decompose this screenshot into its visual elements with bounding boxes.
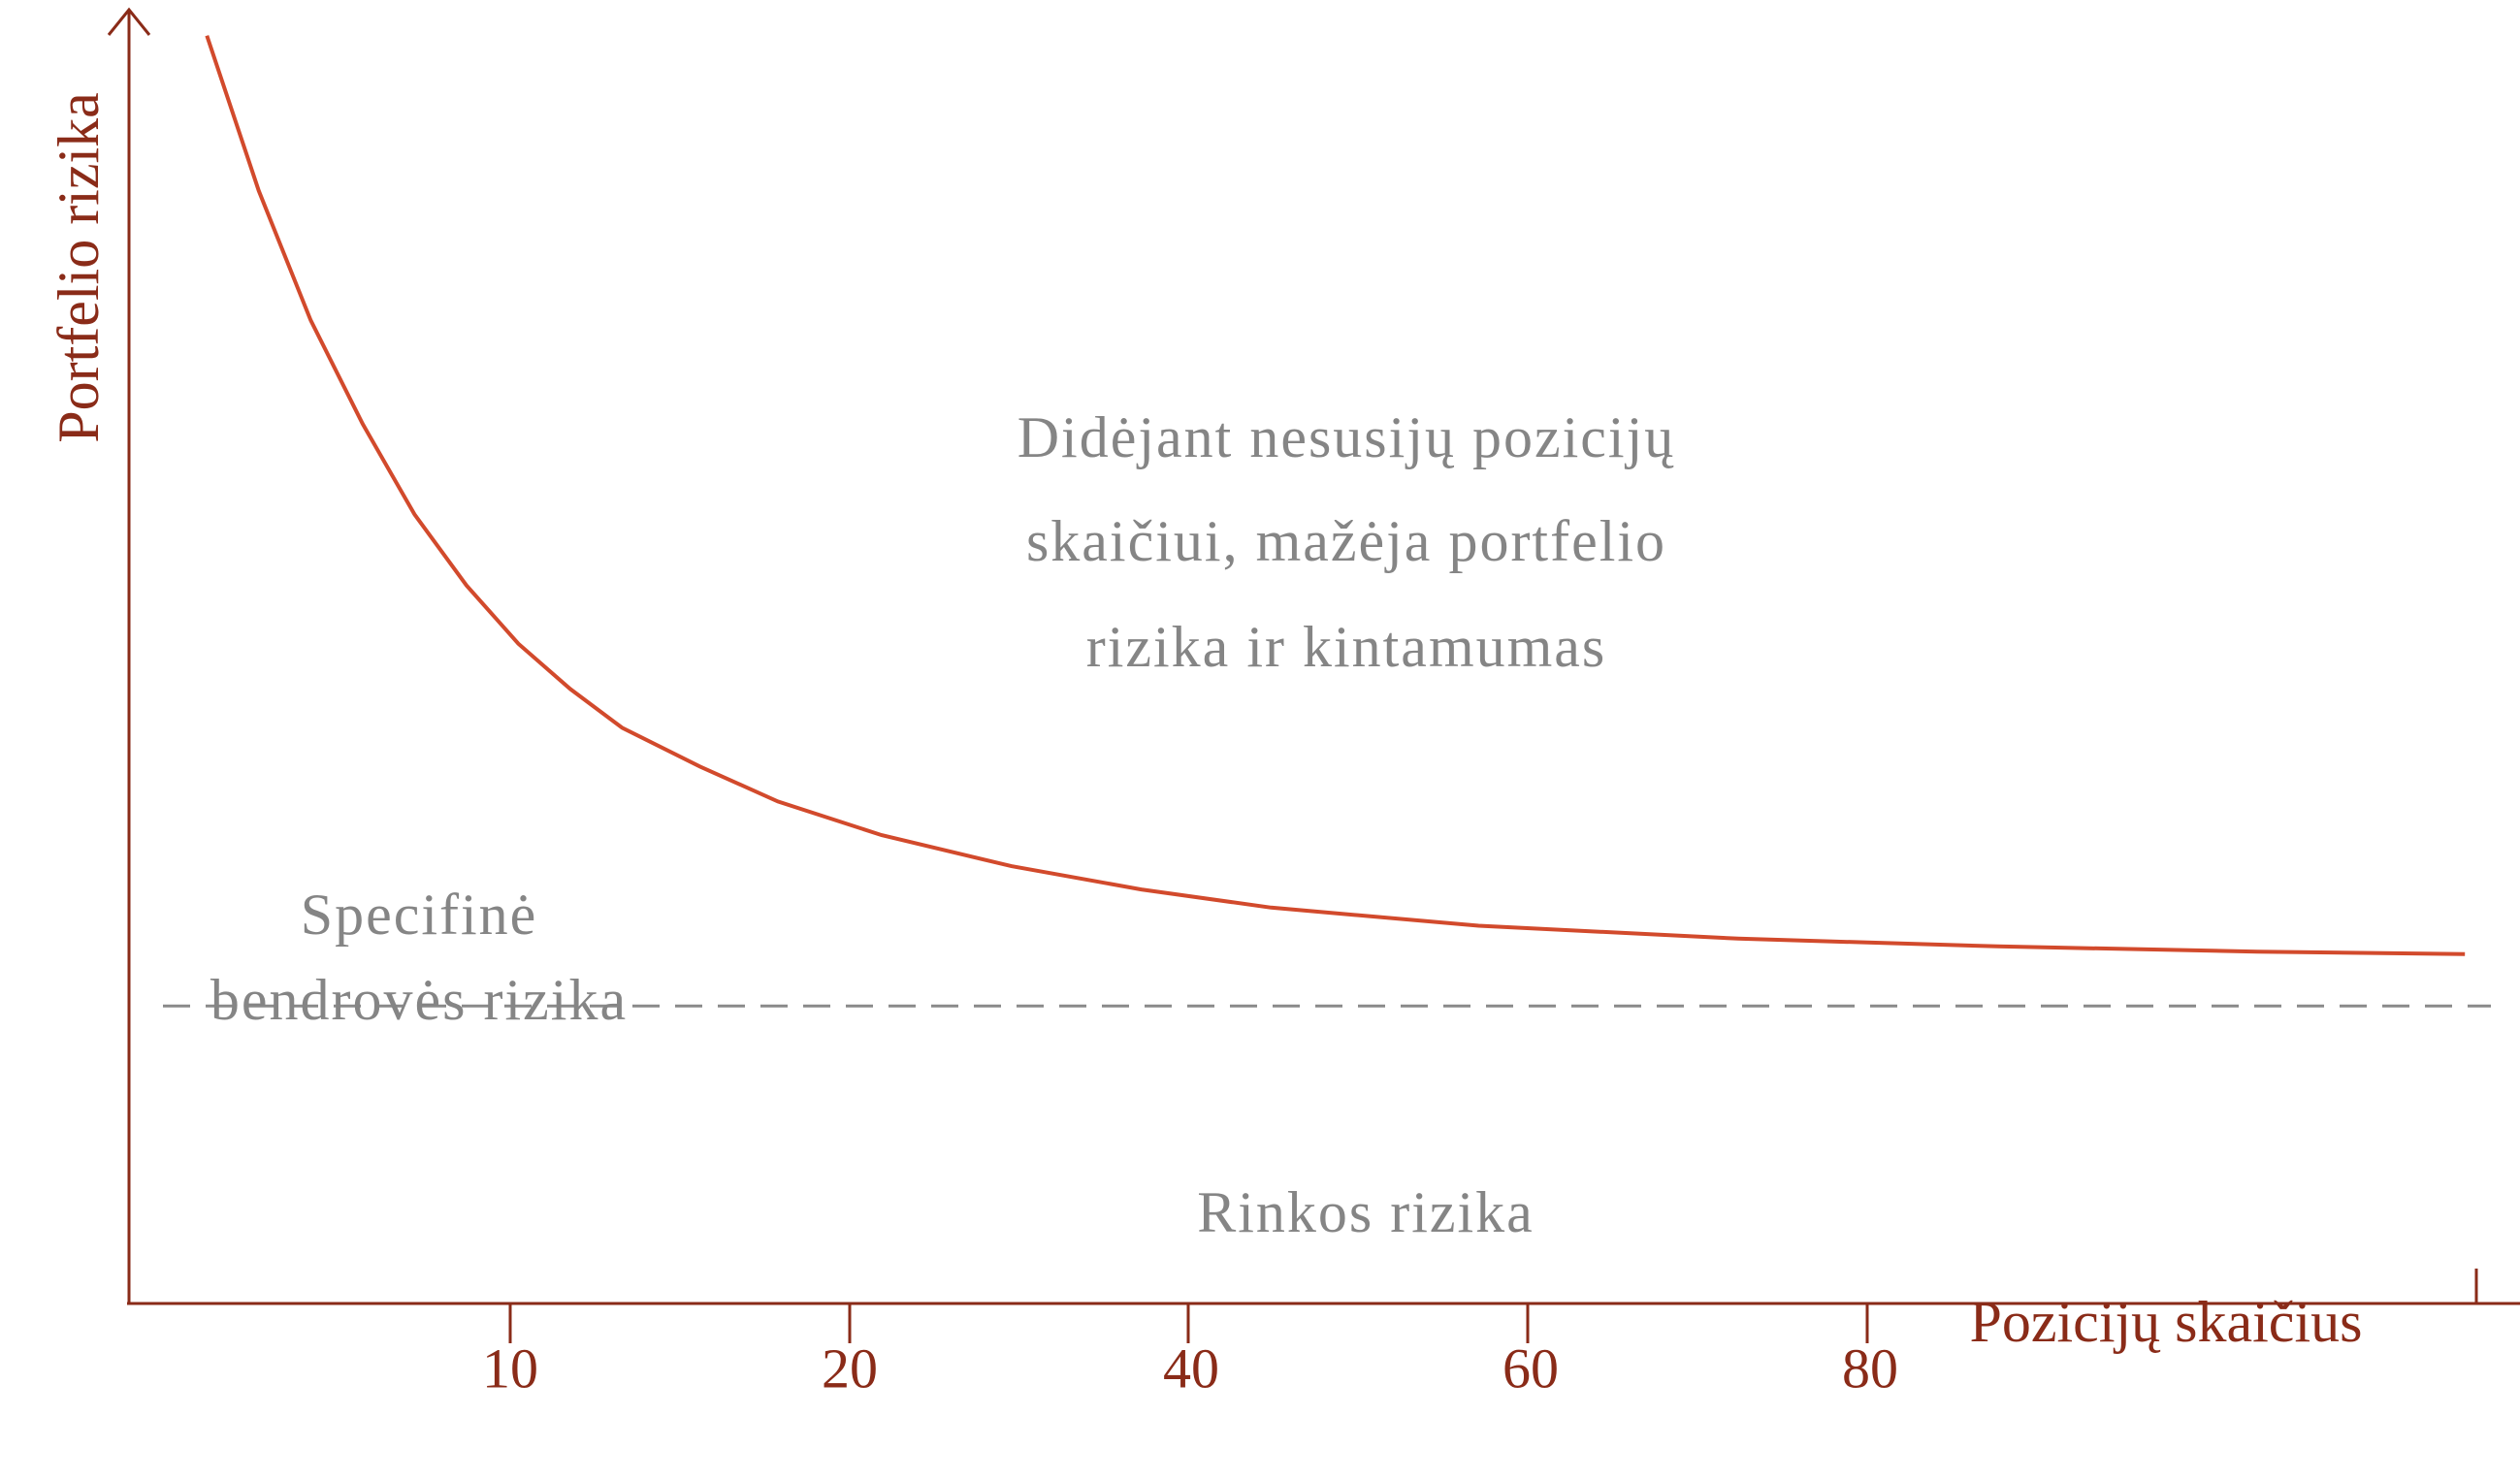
portfolio-risk-curve [205,35,2466,956]
diversification-note-line-1: Didėjant nesusijų pozicijų [1018,405,1676,469]
x-ticks: 10 20 40 60 80 [482,1303,1898,1400]
x-tick-label-20: 20 [822,1336,878,1400]
x-axis-title: Pozicijų skaičius [1970,1290,2363,1354]
y-axis-arrowhead [107,7,151,36]
x-tick-label-80: 80 [1842,1336,1898,1400]
y-axis-title: Portfelio rizika [47,92,111,443]
market-risk-label: Rinkos rizika [1197,1180,1535,1244]
x-tick-label-40: 40 [1163,1336,1219,1400]
diversification-note-line-3: rizika ir kintamumas [1086,615,1607,679]
specific-risk-label-line-2: bendrovės rizika [210,968,628,1032]
x-tick-label-60: 60 [1502,1336,1559,1400]
diversification-note-line-2: skaičiui, mažėja portfelio [1026,509,1666,573]
specific-risk-label-line-1: Specifinė [301,883,538,947]
x-tick-label-10: 10 [482,1336,538,1400]
